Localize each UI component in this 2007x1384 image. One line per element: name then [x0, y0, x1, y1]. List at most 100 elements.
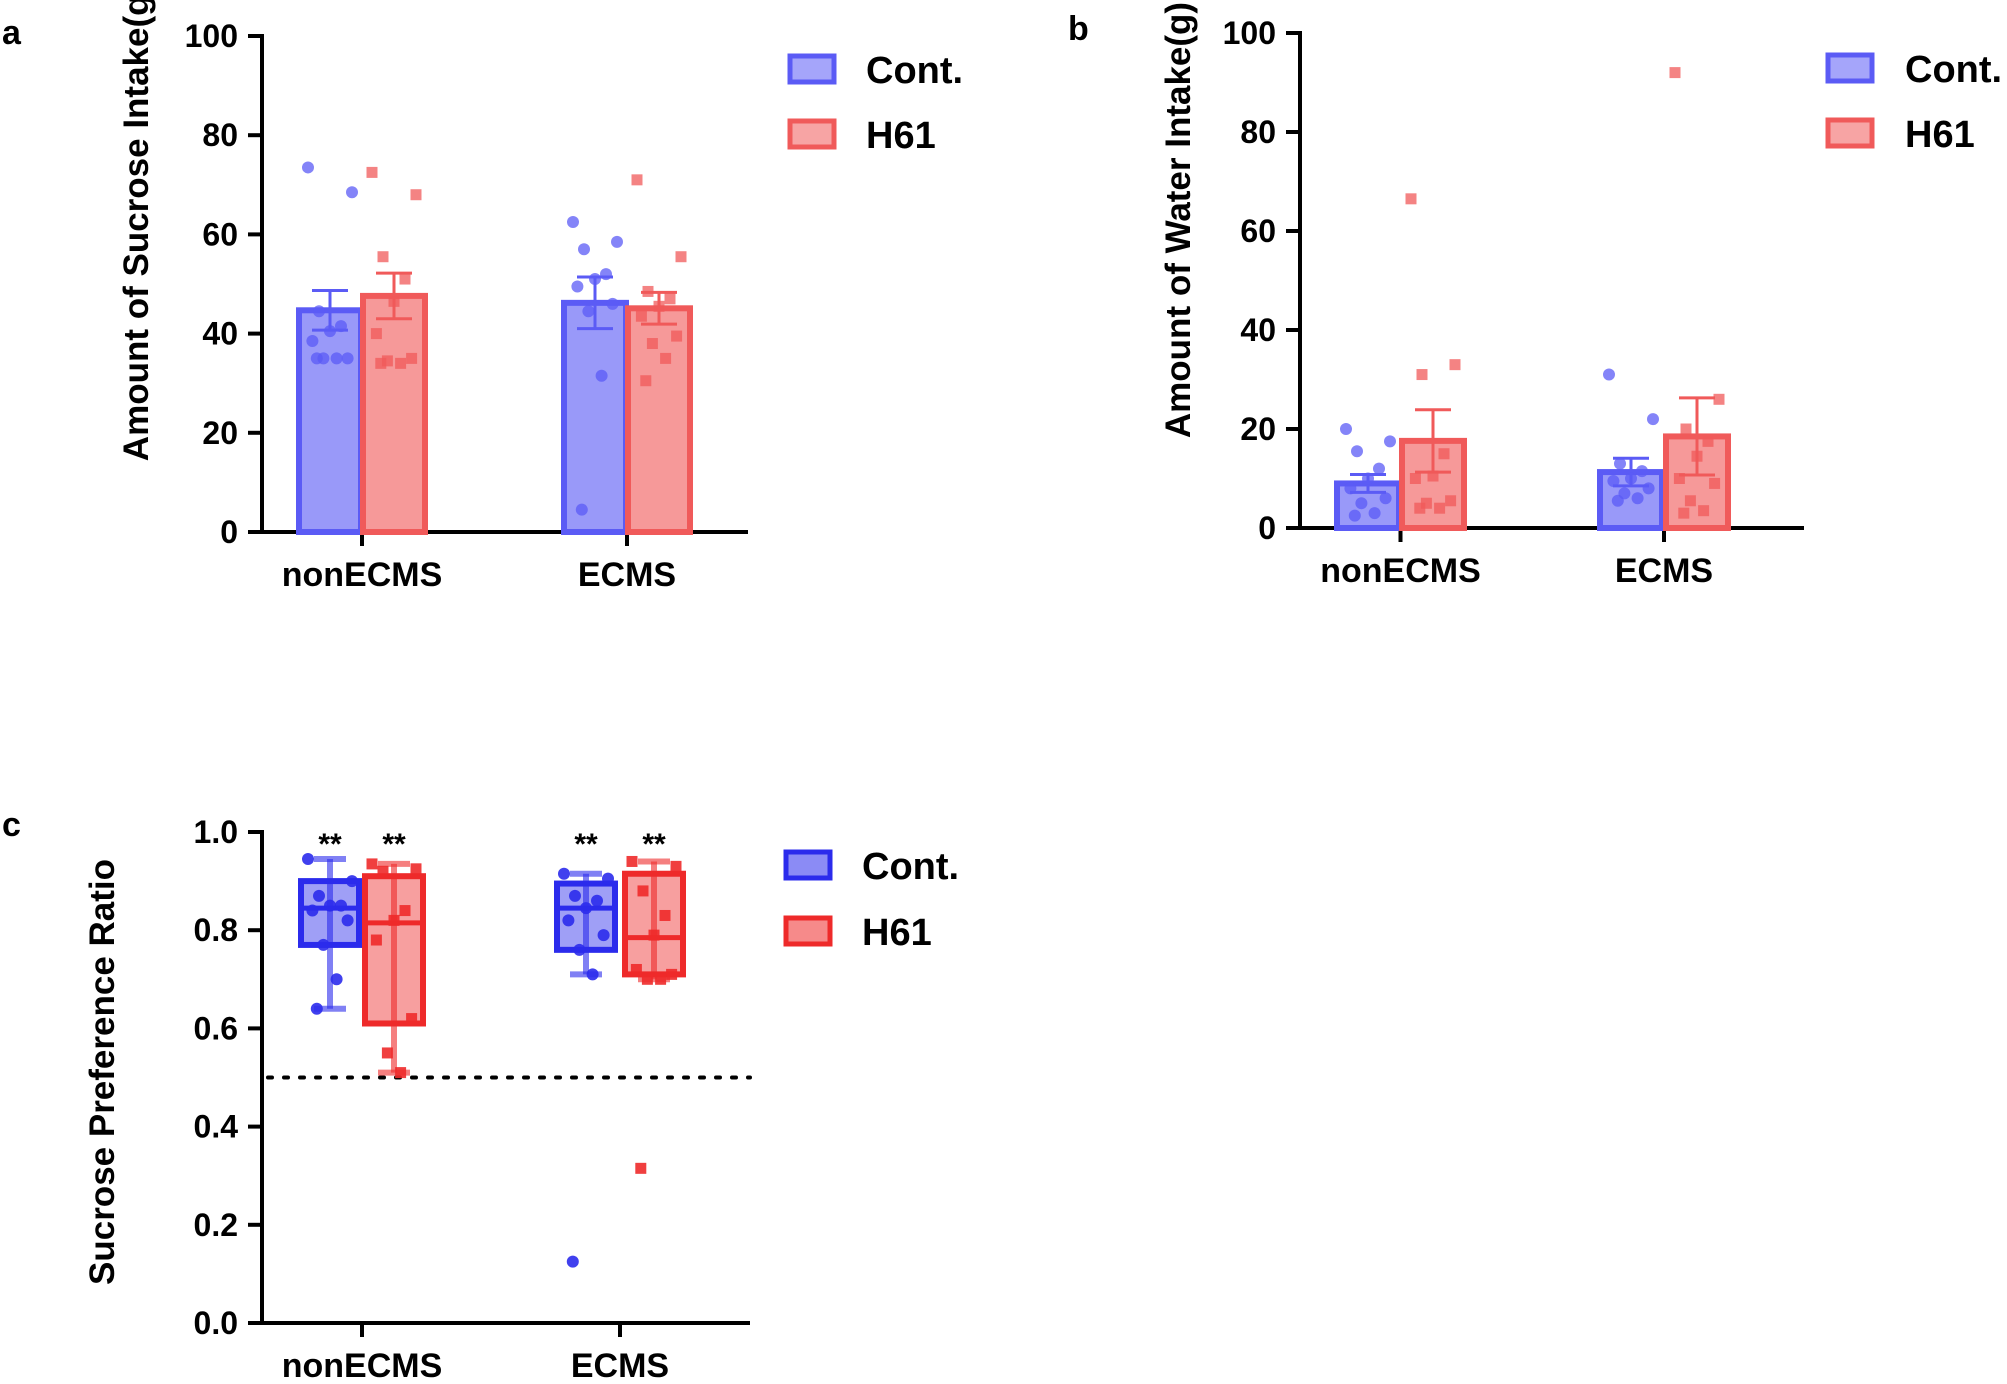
data-point-cont-ecms-c	[602, 872, 614, 885]
data-point-cont-nonecms-c	[330, 973, 343, 986]
data-point-cont-nonecms-b	[1351, 445, 1363, 458]
data-point-h61-ecms-b	[1698, 505, 1710, 517]
data-point-h61-nonecms-a	[375, 357, 387, 369]
box-h61-ecms-c	[622, 870, 686, 978]
data-point-cont-ecms-a	[600, 268, 612, 281]
data-point-h61-ecms-c	[635, 1162, 647, 1174]
data-point-cont-nonecms-a	[335, 320, 347, 333]
data-point-cont-ecms-a	[589, 273, 601, 286]
data-point-h61-nonecms-b	[1405, 193, 1417, 205]
data-point-cont-ecms-c	[597, 929, 610, 942]
data-point-cont-ecms-c	[562, 914, 575, 927]
data-point-h61-nonecms-a	[388, 295, 400, 307]
data-point-h61-nonecms-c	[370, 934, 382, 946]
legend-label-cont-a: Cont.	[866, 50, 963, 92]
data-point-cont-nonecms-c	[346, 875, 358, 888]
data-point-cont-ecms-c	[591, 894, 603, 907]
legend-swatch-cont-c	[783, 849, 833, 881]
legend-swatch-h61-c	[783, 915, 833, 947]
y-tick-label-c-3: 0.6	[194, 1010, 238, 1046]
data-point-h61-nonecms-b	[1414, 502, 1426, 514]
data-point-cont-ecms-c	[566, 1255, 579, 1268]
data-point-h61-nonecms-b	[1416, 369, 1428, 381]
data-point-cont-ecms-b	[1603, 368, 1615, 381]
data-point-cont-ecms-c	[580, 902, 592, 915]
data-point-h61-nonecms-c	[395, 1067, 407, 1079]
data-point-h61-nonecms-a	[381, 355, 393, 367]
data-point-h61-ecms-a	[671, 330, 683, 342]
data-point-h61-nonecms-b	[1420, 497, 1432, 509]
y-tick-label-b-5: 100	[1223, 15, 1276, 51]
data-point-h61-nonecms-c	[406, 1013, 418, 1025]
data-point-h61-nonecms-a	[377, 251, 389, 263]
data-point-cont-nonecms-b	[1344, 482, 1357, 495]
data-point-cont-nonecms-c	[341, 914, 354, 927]
data-point-h61-ecms-a	[635, 310, 647, 322]
data-point-h61-ecms-c	[659, 909, 671, 921]
data-point-cont-ecms-c	[573, 943, 586, 956]
legend-label-h61-b: H61	[1905, 114, 1975, 156]
data-point-h61-ecms-a	[653, 300, 665, 312]
significance-cont-ecms-c: **	[574, 828, 598, 861]
data-point-cont-ecms-a	[575, 503, 588, 516]
data-point-cont-ecms-b	[1631, 492, 1644, 505]
data-point-cont-nonecms-c	[306, 904, 319, 917]
box-cont-nonecms-c	[298, 878, 362, 948]
bar-h61-ecms-a	[625, 305, 693, 535]
data-point-cont-nonecms-c	[324, 899, 336, 912]
legend-b: Cont. H61	[1825, 49, 2002, 156]
data-point-cont-ecms-a	[567, 216, 579, 228]
legend-swatch-cont-b	[1825, 52, 1875, 84]
data-point-h61-ecms-a	[664, 293, 676, 305]
data-point-h61-ecms-b	[1691, 450, 1703, 462]
data-point-h61-ecms-c	[630, 963, 642, 975]
data-point-cont-ecms-a	[611, 235, 623, 248]
data-point-h61-ecms-c	[670, 860, 682, 872]
data-point-h61-ecms-a	[631, 174, 643, 186]
data-point-cont-ecms-c	[586, 968, 599, 981]
data-point-h61-ecms-c	[637, 885, 649, 897]
data-point-h61-ecms-a	[675, 251, 687, 263]
data-point-cont-nonecms-c	[317, 938, 330, 951]
legend-label-cont-c: Cont.	[862, 846, 959, 888]
data-point-h61-ecms-b	[1680, 423, 1692, 435]
panel-c: c Sucrose Preference Ratio 0.0 0.2 0.4 0.6 0…	[2, 806, 959, 1384]
data-point-h61-ecms-b	[1702, 435, 1714, 447]
data-point-cont-nonecms-b	[1355, 497, 1368, 510]
data-point-cont-ecms-a	[606, 297, 619, 310]
data-point-cont-nonecms-b	[1373, 462, 1385, 475]
data-point-h61-nonecms-c	[399, 905, 411, 917]
legend-a: Cont. H61	[787, 50, 963, 157]
data-point-cont-nonecms-c	[310, 1002, 323, 1015]
data-point-cont-ecms-b	[1607, 474, 1620, 487]
y-tick-label-c-4: 0.8	[194, 912, 238, 948]
legend-swatch-h61-a	[787, 118, 837, 150]
data-point-cont-nonecms-c	[335, 899, 347, 912]
data-point-cont-nonecms-a	[313, 305, 325, 318]
panel-letter-b: b	[1068, 10, 1089, 48]
x-category-label-c-nonecms: nonECMS	[282, 1347, 443, 1384]
y-tick-label-a-1: 20	[202, 415, 238, 451]
x-category-label-b-nonecms: nonECMS	[1320, 552, 1481, 590]
legend-label-cont-b: Cont.	[1905, 49, 2002, 91]
significance-h61-nonecms-c: **	[382, 828, 406, 861]
data-point-cont-nonecms-a	[330, 352, 343, 365]
data-point-cont-ecms-b	[1647, 413, 1659, 426]
y-tick-label-b-3: 60	[1240, 213, 1276, 249]
data-point-cont-nonecms-a	[310, 352, 323, 365]
legend-label-h61-c: H61	[862, 912, 932, 954]
data-point-cont-ecms-a	[582, 305, 595, 318]
y-axis-title-c: Sucrose Preference Ratio	[83, 859, 122, 1285]
data-point-cont-ecms-c	[558, 867, 570, 880]
data-point-h61-ecms-b	[1684, 495, 1696, 507]
data-point-h61-nonecms-c	[377, 865, 389, 877]
significance-h61-ecms-c: **	[642, 828, 666, 861]
data-point-cont-nonecms-b	[1379, 492, 1392, 505]
data-point-cont-ecms-b	[1636, 465, 1648, 478]
data-point-h61-nonecms-b	[1427, 470, 1439, 482]
data-point-cont-nonecms-a	[324, 325, 336, 338]
data-point-h61-nonecms-c	[381, 1047, 393, 1059]
y-axis-title-a: Amount of Sucrose Intake(g)	[117, 0, 156, 461]
data-point-cont-nonecms-b	[1384, 435, 1396, 448]
y-tick-label-c-2: 0.4	[194, 1109, 239, 1145]
